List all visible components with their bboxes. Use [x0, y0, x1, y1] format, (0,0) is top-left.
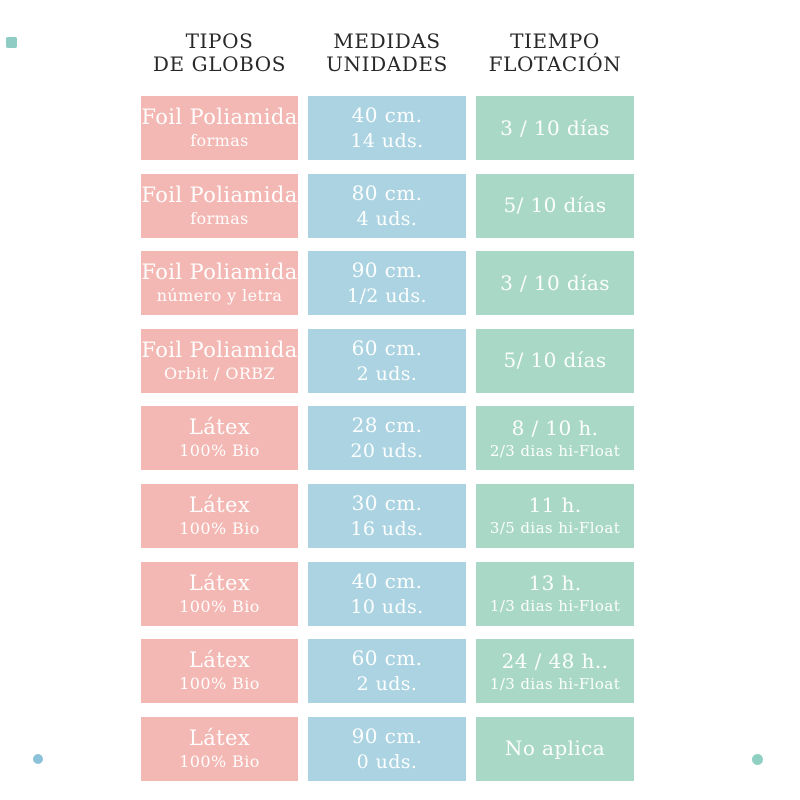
cell-tiempo-line1: No aplica: [504, 736, 606, 761]
table-row: Látex 100% Bio 90 cm. 0 uds. No aplica: [141, 716, 634, 781]
cell-medida-unidades: 28 cm. 20 uds.: [308, 406, 466, 471]
cell-tipo-globo: Látex 100% Bio: [141, 639, 298, 704]
cell-tiempo-line1: 5/ 10 días: [503, 193, 607, 218]
header-line: MEDIDAS: [333, 29, 441, 53]
cell-tipo-line2: número y letra: [156, 286, 283, 306]
cell-tiempo-line1: 13 h.: [528, 571, 582, 596]
table-row: Látex 100% Bio 28 cm. 20 uds. 8 / 10 h. …: [141, 406, 634, 471]
cell-medida-line1: 40 cm.: [351, 103, 423, 127]
decorative-dot-bottom-right: [752, 754, 763, 765]
decorative-dot-bottom-left: [33, 754, 43, 764]
cell-medida-line2: 1/2 uds.: [346, 285, 427, 308]
cell-tipo-line1: Foil Poliamida: [141, 260, 298, 285]
cell-tiempo-line1: 11 h.: [528, 493, 582, 518]
cell-tiempo-flotacion: 5/ 10 días: [476, 328, 634, 393]
column-header-tipos-de-globos: TIPOS DE GLOBOS: [141, 30, 298, 76]
column-header-tiempo-flotacion: TIEMPO FLOTACIÓN: [476, 30, 634, 76]
cell-medida-line1: 28 cm.: [351, 413, 423, 438]
cell-tipo-line1: Foil Poliamida: [141, 105, 298, 129]
cell-medida-line2: 2 uds.: [356, 362, 418, 385]
cell-tipo-line2: 100% Bio: [179, 596, 260, 616]
cell-medida-line2: 4 uds.: [356, 207, 418, 230]
cell-tiempo-flotacion: No aplica: [476, 716, 634, 781]
cell-tipo-line2: formas: [190, 208, 249, 228]
cell-tipo-line2: 100% Bio: [179, 518, 260, 538]
table-body: Foil Poliamida formas 40 cm. 14 uds. 3 /…: [141, 96, 634, 781]
cell-medida-line2: 16 uds.: [350, 517, 424, 540]
cell-medida-line1: 80 cm.: [351, 180, 423, 205]
cell-tiempo-line2: 1/3 dias hi-Float: [489, 674, 621, 693]
table-row: Látex 100% Bio 60 cm. 2 uds. 24 / 48 h..…: [141, 639, 634, 704]
table-row: Foil Poliamida formas 80 cm. 4 uds. 5/ 1…: [141, 173, 634, 238]
cell-tipo-globo: Látex 100% Bio: [141, 406, 298, 471]
cell-tipo-globo: Foil Poliamida Orbit / ORBZ: [141, 328, 298, 393]
table-header-row: TIPOS DE GLOBOS MEDIDAS UNIDADES TIEMPO …: [141, 30, 634, 76]
cell-tiempo-flotacion: 13 h. 1/3 dias hi-Float: [476, 561, 634, 626]
cell-tipo-line2: Orbit / ORBZ: [164, 363, 275, 383]
cell-medida-unidades: 90 cm. 0 uds.: [308, 716, 466, 781]
cell-tiempo-line1: 24 / 48 h..: [501, 648, 609, 673]
table-row: Foil Poliamida Orbit / ORBZ 60 cm. 2 uds…: [141, 328, 634, 393]
cell-medida-unidades: 80 cm. 4 uds.: [308, 173, 466, 238]
cell-tipo-line1: Látex: [188, 415, 251, 440]
cell-tiempo-line1: 3 / 10 días: [500, 115, 610, 140]
cell-tipo-globo: Foil Poliamida formas: [141, 96, 298, 160]
table-row: Foil Poliamida número y letra 90 cm. 1/2…: [141, 251, 634, 316]
cell-tipo-globo: Látex 100% Bio: [141, 483, 298, 548]
cell-medida-line2: 2 uds.: [356, 673, 418, 696]
cell-tipo-line1: Látex: [188, 648, 251, 673]
cell-medida-line1: 30 cm.: [351, 490, 423, 515]
header-line: TIPOS: [185, 29, 254, 53]
cell-tipo-line2: 100% Bio: [179, 674, 260, 694]
cell-tiempo-flotacion: 11 h. 3/5 dias hi-Float: [476, 483, 634, 548]
header-line: DE GLOBOS: [152, 52, 287, 76]
cell-tiempo-flotacion: 3 / 10 días: [476, 96, 634, 160]
cell-tiempo-line2: 2/3 dias hi-Float: [489, 441, 621, 460]
cell-tipo-line1: Látex: [188, 725, 251, 750]
column-header-medidas-unidades: MEDIDAS UNIDADES: [308, 30, 466, 76]
cell-tiempo-line1: 5/ 10 días: [503, 348, 607, 373]
cell-tipo-globo: Látex 100% Bio: [141, 716, 298, 781]
cell-tiempo-line1: 8 / 10 h.: [511, 415, 599, 440]
cell-medida-line2: 10 uds.: [350, 595, 424, 618]
cell-tipo-globo: Foil Poliamida formas: [141, 173, 298, 238]
cell-medida-unidades: 40 cm. 10 uds.: [308, 561, 466, 626]
cell-medida-unidades: 60 cm. 2 uds.: [308, 328, 466, 393]
cell-medida-line1: 60 cm.: [351, 646, 423, 671]
cell-tipo-globo: Látex 100% Bio: [141, 561, 298, 626]
cell-tipo-line1: Foil Poliamida: [141, 337, 298, 362]
cell-medida-unidades: 40 cm. 14 uds.: [308, 96, 466, 160]
cell-tiempo-flotacion: 3 / 10 días: [476, 251, 634, 316]
cell-tiempo-flotacion: 8 / 10 h. 2/3 dias hi-Float: [476, 406, 634, 471]
cell-tiempo-flotacion: 24 / 48 h.. 1/3 dias hi-Float: [476, 639, 634, 704]
table-row: Látex 100% Bio 30 cm. 16 uds. 11 h. 3/5 …: [141, 483, 634, 548]
cell-tipo-line2: 100% Bio: [179, 751, 260, 771]
cell-tiempo-flotacion: 5/ 10 días: [476, 173, 634, 238]
decorative-square-top-left: [6, 37, 17, 48]
cell-medida-line2: 20 uds.: [350, 440, 424, 463]
cell-tiempo-line2: 3/5 dias hi-Float: [489, 519, 621, 538]
cell-tipo-line1: Látex: [188, 492, 251, 517]
cell-tipo-globo: Foil Poliamida número y letra: [141, 251, 298, 316]
cell-tiempo-line2: 1/3 dias hi-Float: [489, 597, 621, 616]
cell-medida-line1: 90 cm.: [351, 723, 423, 748]
table-row: Látex 100% Bio 40 cm. 10 uds. 13 h. 1/3 …: [141, 561, 634, 626]
cell-medida-unidades: 60 cm. 2 uds.: [308, 639, 466, 704]
cell-medida-line2: 0 uds.: [356, 750, 418, 773]
header-line: UNIDADES: [326, 52, 448, 76]
cell-medida-line1: 40 cm.: [351, 568, 423, 593]
header-line: FLOTACIÓN: [488, 52, 622, 76]
cell-medida-unidades: 90 cm. 1/2 uds.: [308, 251, 466, 316]
cell-tiempo-line1: 3 / 10 días: [500, 270, 610, 295]
cell-medida-unidades: 30 cm. 16 uds.: [308, 483, 466, 548]
cell-tipo-line1: Foil Poliamida: [141, 182, 298, 207]
cell-medida-line1: 90 cm.: [351, 258, 423, 283]
cell-medida-line2: 14 uds.: [350, 130, 424, 152]
cell-medida-line1: 60 cm.: [351, 335, 423, 360]
cell-tipo-line2: 100% Bio: [179, 441, 260, 461]
cell-tipo-line2: formas: [190, 131, 249, 150]
table-row: Foil Poliamida formas 40 cm. 14 uds. 3 /…: [141, 96, 634, 160]
header-line: TIEMPO: [510, 29, 600, 53]
cell-tipo-line1: Látex: [188, 570, 251, 595]
